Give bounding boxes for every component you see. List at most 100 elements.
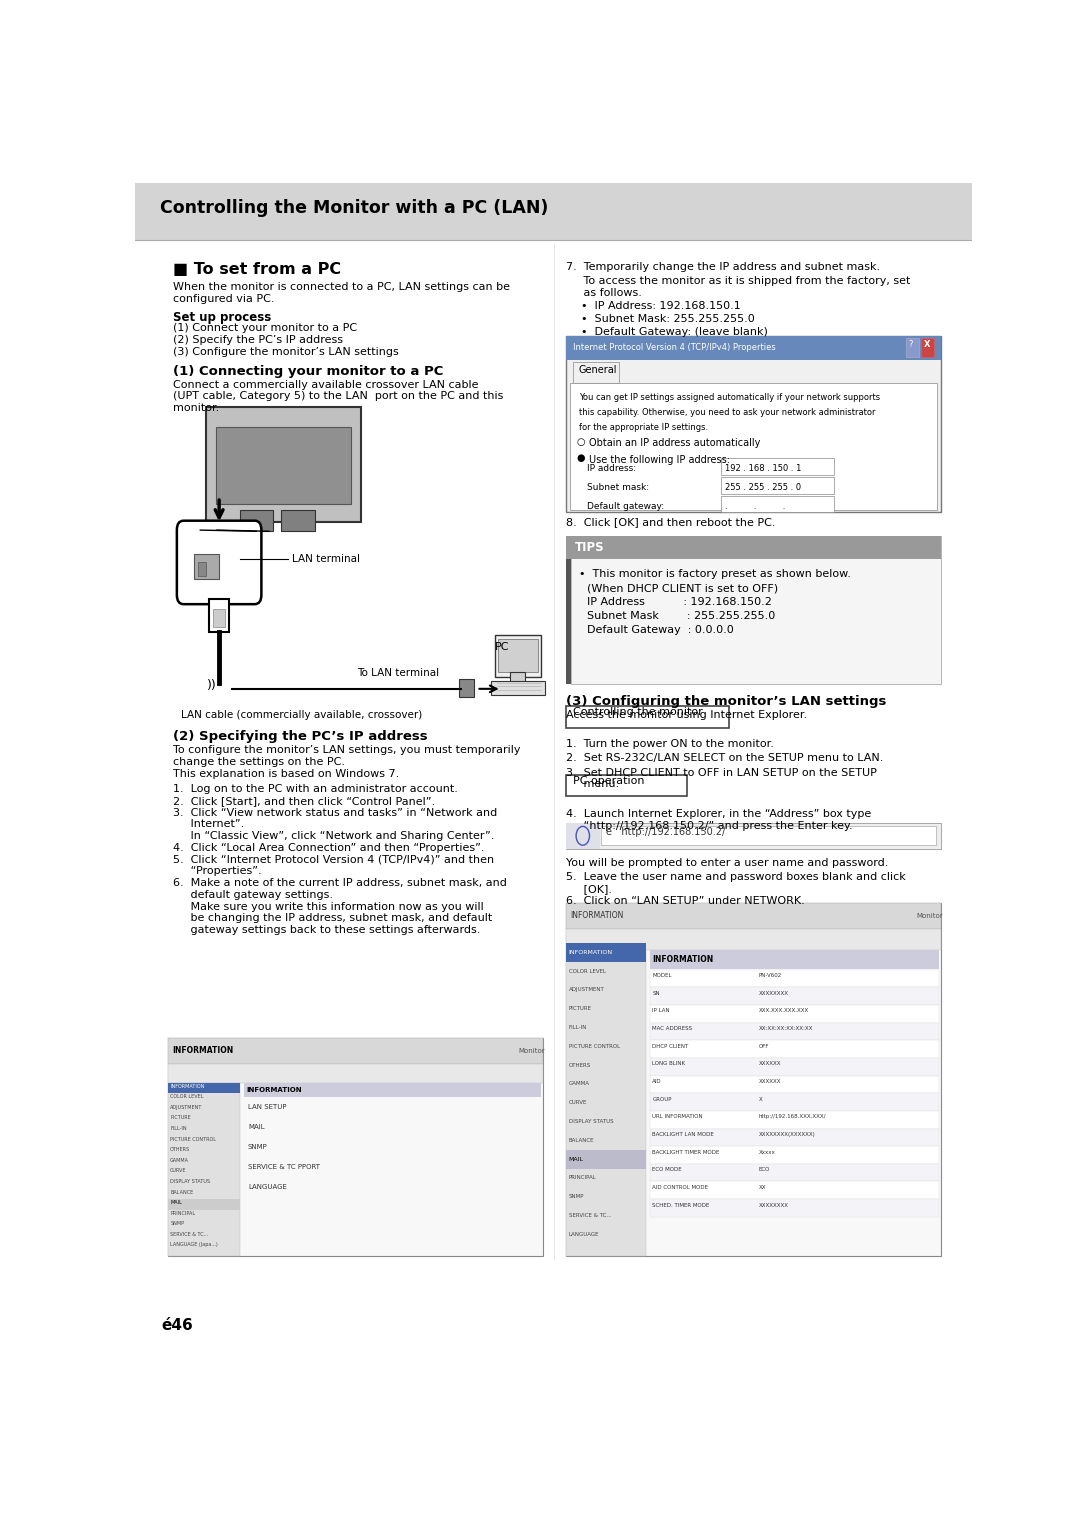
Text: this capability. Otherwise, you need to ask your network administrator: this capability. Otherwise, you need to … <box>579 408 875 417</box>
Text: •  Default Gateway: (leave blank): • Default Gateway: (leave blank) <box>581 327 768 336</box>
Text: TIPS: TIPS <box>575 541 604 554</box>
Bar <box>216 426 351 504</box>
Text: Controlling the monitor: Controlling the monitor <box>572 707 702 718</box>
Text: OTHERS: OTHERS <box>568 1063 591 1067</box>
Text: Controlling the Monitor with a PC (LAN): Controlling the Monitor with a PC (LAN) <box>160 199 549 217</box>
Bar <box>566 536 571 684</box>
Text: INFORMATION: INFORMATION <box>568 950 612 954</box>
Bar <box>566 942 646 962</box>
Bar <box>650 1040 939 1058</box>
Text: General: General <box>579 365 617 376</box>
Text: BACKLIGHT LAN MODE: BACKLIGHT LAN MODE <box>652 1132 714 1138</box>
Bar <box>566 928 941 950</box>
Text: “Properties”.: “Properties”. <box>173 866 261 876</box>
Text: MAIL: MAIL <box>248 1124 265 1130</box>
Text: LAN cable (commercially available, crossover): LAN cable (commercially available, cross… <box>181 710 422 721</box>
Text: 6.  Click on “LAN SETUP” under NETWORK.: 6. Click on “LAN SETUP” under NETWORK. <box>566 896 805 906</box>
Text: IP address:: IP address: <box>588 464 636 473</box>
Bar <box>566 774 688 796</box>
Text: AID CONTROL MODE: AID CONTROL MODE <box>652 1185 708 1190</box>
Text: XXXXXXXX(XXXXXX): XXXXXXXX(XXXXXX) <box>758 1132 815 1138</box>
Bar <box>650 1005 939 1023</box>
Bar <box>168 1038 543 1064</box>
Text: IP Address           : 192.168.150.2: IP Address : 192.168.150.2 <box>588 597 772 608</box>
Text: SNMP: SNMP <box>568 1194 584 1199</box>
Text: INFORMATION: INFORMATION <box>570 912 623 921</box>
FancyBboxPatch shape <box>177 521 261 605</box>
Bar <box>566 902 941 928</box>
Text: 5.  Leave the user name and password boxes blank and click: 5. Leave the user name and password boxe… <box>566 872 906 883</box>
Text: BALANCE: BALANCE <box>568 1138 594 1142</box>
Text: PRINCIPAL: PRINCIPAL <box>568 1176 596 1180</box>
Text: ADJUSTMENT: ADJUSTMENT <box>171 1106 203 1110</box>
Text: 4.  Launch Internet Explorer, in the “Address” box type: 4. Launch Internet Explorer, in the “Add… <box>566 809 872 818</box>
Text: LAN SETUP: LAN SETUP <box>248 1104 286 1110</box>
Text: 6.  Make a note of the current IP address, subnet mask, and: 6. Make a note of the current IP address… <box>173 878 507 889</box>
Bar <box>921 339 934 357</box>
Text: Xxxxx: Xxxxx <box>758 1150 775 1154</box>
Text: LONG BLINK: LONG BLINK <box>652 1061 686 1066</box>
Bar <box>721 476 834 493</box>
Text: COLOR LEVEL: COLOR LEVEL <box>568 968 606 974</box>
Bar <box>650 1112 939 1128</box>
Text: PICTURE: PICTURE <box>568 1006 592 1011</box>
Bar <box>566 336 941 360</box>
Text: You can get IP settings assigned automatically if your network supports: You can get IP settings assigned automat… <box>579 392 880 402</box>
Text: To configure the monitor’s LAN settings, you must temporarily: To configure the monitor’s LAN settings,… <box>173 745 521 756</box>
Text: SERVICE & TC...: SERVICE & TC... <box>568 1212 611 1219</box>
Bar <box>566 902 941 1255</box>
Text: Connect a commercially available crossover LAN cable: Connect a commercially available crossov… <box>173 380 478 389</box>
Bar <box>650 1075 939 1093</box>
Text: é46: é46 <box>162 1318 193 1333</box>
Text: MAC ADDRESS: MAC ADDRESS <box>652 1026 692 1031</box>
Text: •  This monitor is factory preset as shown below.: • This monitor is factory preset as show… <box>579 570 850 579</box>
Text: URL INFORMATION: URL INFORMATION <box>652 1115 703 1119</box>
Bar <box>566 823 941 849</box>
Bar <box>650 1023 939 1040</box>
Text: CURVE: CURVE <box>568 1101 586 1106</box>
Bar <box>650 988 939 1005</box>
Bar <box>282 510 315 531</box>
Text: (3) Configuring the monitor’s LAN settings: (3) Configuring the monitor’s LAN settin… <box>566 695 887 707</box>
Text: INFORMATION: INFORMATION <box>173 1046 234 1055</box>
Bar <box>650 1128 939 1147</box>
Bar <box>213 609 225 626</box>
Text: •  Subnet Mask: 255.255.255.0: • Subnet Mask: 255.255.255.0 <box>581 313 755 324</box>
Bar <box>206 406 361 522</box>
Text: GAMMA: GAMMA <box>568 1081 590 1086</box>
Text: Monitor: Monitor <box>916 913 943 919</box>
Text: “http://192.168.150.2/” and press the Enter key.: “http://192.168.150.2/” and press the En… <box>566 820 853 831</box>
Text: (1) Connect your monitor to a PC: (1) Connect your monitor to a PC <box>173 324 356 333</box>
Bar <box>650 1147 939 1164</box>
Bar <box>135 183 972 240</box>
Text: e   http://192.168.150.2/: e http://192.168.150.2/ <box>606 828 726 837</box>
Text: )): )) <box>206 680 216 692</box>
Text: Monitor: Monitor <box>518 1048 545 1054</box>
Text: Subnet Mask        : 255.255.255.0: Subnet Mask : 255.255.255.0 <box>588 611 775 621</box>
Bar <box>244 1083 541 1096</box>
Text: http://192.168.XXX.XXX/: http://192.168.XXX.XXX/ <box>758 1115 826 1119</box>
Bar <box>210 600 229 632</box>
Bar <box>566 707 729 728</box>
Text: In “Classic View”, click “Network and Sharing Center”.: In “Classic View”, click “Network and Sh… <box>173 831 494 841</box>
Text: XXXXXX: XXXXXX <box>758 1080 781 1084</box>
Text: ECO: ECO <box>758 1167 770 1173</box>
Text: 3.  Click “View network status and tasks” in “Network and: 3. Click “View network status and tasks”… <box>173 808 497 817</box>
Text: You will be prompted to enter a user name and password.: You will be prompted to enter a user nam… <box>566 858 889 869</box>
Text: 2.  Set RS-232C/LAN SELECT on the SETUP menu to LAN.: 2. Set RS-232C/LAN SELECT on the SETUP m… <box>566 753 883 764</box>
Text: CURVE: CURVE <box>171 1168 187 1173</box>
Bar <box>602 826 936 846</box>
Text: configured via PC.: configured via PC. <box>173 293 274 304</box>
Text: DISPLAY STATUS: DISPLAY STATUS <box>171 1179 211 1183</box>
Bar <box>650 970 939 988</box>
Text: Set up process: Set up process <box>173 312 271 324</box>
Text: IP LAN: IP LAN <box>652 1008 670 1014</box>
Text: DISPLAY STATUS: DISPLAY STATUS <box>568 1119 613 1124</box>
Bar <box>571 536 941 684</box>
Text: XXXXXX: XXXXXX <box>758 1061 781 1066</box>
Text: XX:XX:XX:XX:XX:XX: XX:XX:XX:XX:XX:XX <box>758 1026 813 1031</box>
Text: To access the monitor as it is shipped from the factory, set: To access the monitor as it is shipped f… <box>566 276 910 286</box>
Text: SERVICE & TC PPORT: SERVICE & TC PPORT <box>248 1165 320 1170</box>
Text: FILL-IN: FILL-IN <box>171 1125 187 1132</box>
Text: XXXXXXXX: XXXXXXXX <box>758 1202 788 1208</box>
